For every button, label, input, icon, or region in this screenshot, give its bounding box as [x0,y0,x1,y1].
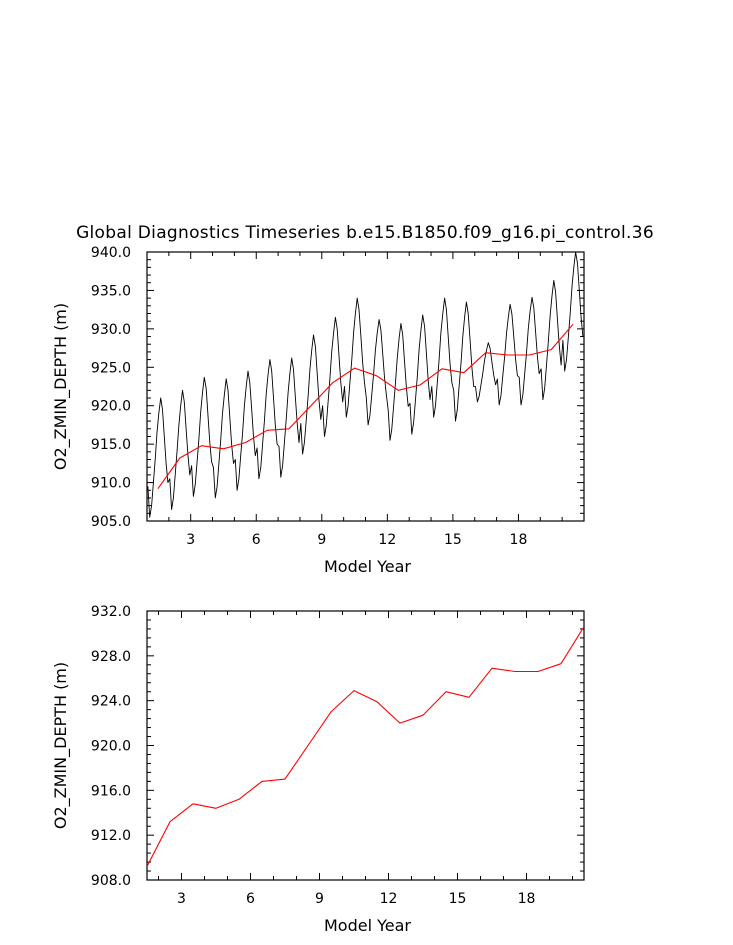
y-tick-label: 930.0 [91,322,131,338]
y-tick-label: 920.0 [91,739,131,755]
y-tick-label: 928.0 [91,649,131,665]
x-axis-label: Model Year [324,916,411,935]
x-tick-label: 18 [510,532,528,548]
annual-mean-line [147,626,584,867]
y-axis-label: O2_ZMIN_DEPTH (m) [51,303,71,470]
y-tick-label: 910.0 [91,476,131,492]
x-tick-label: 15 [444,532,462,548]
y-tick-label: 940.0 [91,245,131,261]
monthly-series-line [147,252,584,518]
y-tick-label: 912.0 [91,828,131,844]
x-tick-label: 9 [317,532,326,548]
y-axis-label: O2_ZMIN_DEPTH (m) [51,662,71,829]
plot-frame [146,610,585,881]
x-tick-label: 6 [252,532,261,548]
x-tick-label: 15 [449,891,467,907]
x-tick-label: 12 [378,532,396,548]
x-tick-label: 3 [186,532,195,548]
annual-mean-line [157,323,574,490]
y-tick-label: 932.0 [91,604,131,620]
figure-title: Global Diagnostics Timeseries b.e15.B185… [76,223,654,243]
x-tick-label: 18 [518,891,536,907]
x-tick-label: 3 [177,891,186,907]
y-tick-label: 920.0 [91,399,131,415]
top-chart: 3 6 9 12 15 18 905.0 910.0 915.0 920.0 925.0 930.0 9… [51,245,585,576]
x-tick-label: 6 [246,891,255,907]
x-tick-label: 12 [380,891,398,907]
y-tick-label: 915.0 [91,437,131,453]
bottom-chart: 3 6 9 12 15 18 908.0 912.0 916.0 920.0 924.0 928.0 9… [51,604,585,935]
y-tick-label: 916.0 [91,783,131,799]
y-tick-label: 925.0 [91,360,131,376]
x-tick-label: 9 [315,891,324,907]
x-axis-label: Model Year [324,557,411,576]
y-tick-label: 924.0 [91,694,131,710]
y-tick-label: 935.0 [91,283,131,299]
y-tick-label: 905.0 [91,514,131,530]
plot-frame [146,251,585,522]
y-tick-label: 908.0 [91,873,131,889]
